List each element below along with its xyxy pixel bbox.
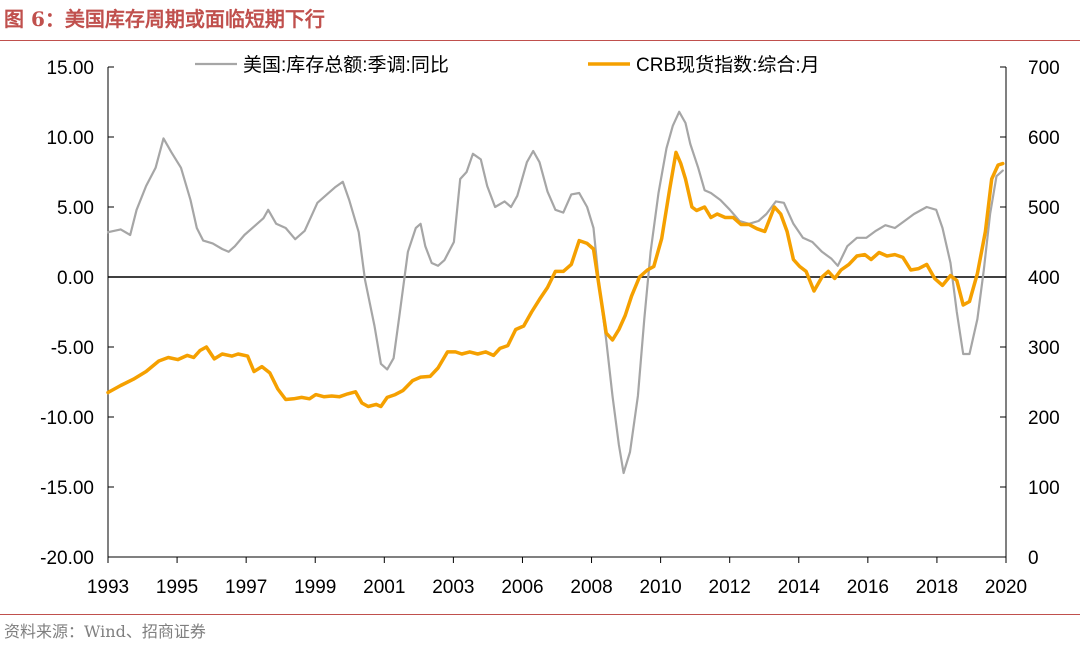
legend: 美国:库存总额:季调:同比 CRB现货指数:综合:月 <box>195 54 820 76</box>
source-divider <box>0 614 1080 615</box>
left-y-tick-label: 15.00 <box>46 58 94 79</box>
left-y-tick-label: -15.00 <box>40 478 94 499</box>
right-y-tick-label: 0 <box>1028 548 1039 569</box>
legend-label-1: CRB现货指数:综合:月 <box>636 54 820 76</box>
left-y-tick-label: 10.00 <box>46 128 94 149</box>
x-tick-label: 1995 <box>156 577 198 598</box>
x-tick-label: 1999 <box>294 577 336 598</box>
dual-axis-line-chart: 15.00 10.00 5.00 0.00 -5.00 -10.00 -15.00 -20.0… <box>40 54 1060 598</box>
x-tick-label: 2020 <box>985 577 1027 598</box>
right-y-tick-label: 300 <box>1028 338 1060 359</box>
left-y-tick-label: 5.00 <box>57 198 94 219</box>
x-tick-label: 2006 <box>501 577 543 598</box>
x-tick-label: 1993 <box>87 577 129 598</box>
left-y-tick-label: -10.00 <box>40 408 94 429</box>
right-y-tick-label: 500 <box>1028 198 1060 219</box>
x-tick-label: 2012 <box>709 577 751 598</box>
left-y-tick-label: -5.00 <box>51 338 94 359</box>
x-tick-label: 2001 <box>363 577 405 598</box>
x-tick-label: 2010 <box>639 577 681 598</box>
left-y-tick-label: -20.00 <box>40 548 94 569</box>
crb-index-line <box>106 150 1005 409</box>
axes: 15.00 10.00 5.00 0.00 -5.00 -10.00 -15.00 -20.0… <box>40 58 1060 598</box>
x-tick-label: 2003 <box>432 577 474 598</box>
legend-label-0: 美国:库存总额:季调:同比 <box>243 54 449 76</box>
right-y-tick-label: 600 <box>1028 128 1060 149</box>
right-y-tick-label: 700 <box>1028 58 1060 79</box>
x-tick-label: 2018 <box>916 577 958 598</box>
right-y-tick-label: 100 <box>1028 478 1060 499</box>
x-tick-label: 2014 <box>778 577 821 598</box>
series-lines <box>106 110 1005 475</box>
inventory-yoy-line <box>106 110 1004 475</box>
source-note: 资料来源：Wind、招商证券 <box>4 622 206 641</box>
right-y-tick-label: 400 <box>1028 268 1060 289</box>
figure-title: 图 6：美国库存周期或面临短期下行 <box>4 7 325 31</box>
x-tick-label: 2016 <box>847 577 889 598</box>
title-underline <box>0 40 1080 41</box>
right-y-tick-label: 200 <box>1028 408 1060 429</box>
x-tick-label: 1997 <box>225 577 267 598</box>
x-tick-label: 2008 <box>570 577 612 598</box>
left-y-tick-label: 0.00 <box>57 268 94 289</box>
